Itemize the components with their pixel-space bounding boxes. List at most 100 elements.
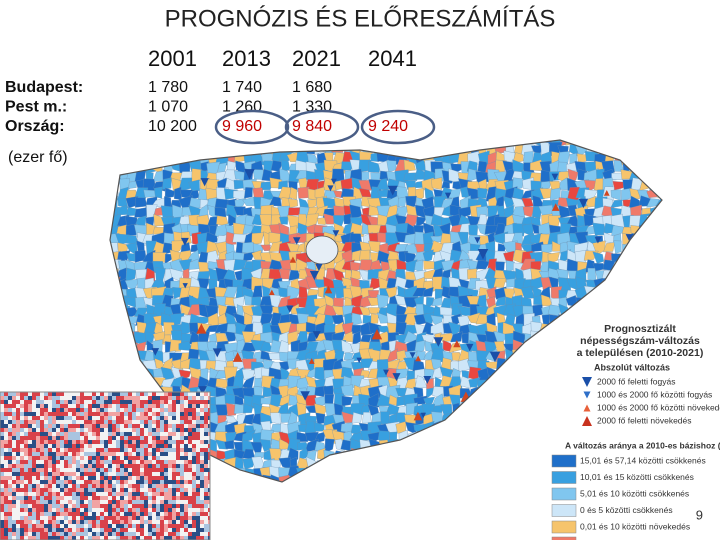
settlement [422,440,435,453]
inset-cell [40,424,44,428]
inset-cell [44,492,48,496]
inset-cell [84,440,88,444]
settlement [638,253,650,264]
inset-cell [136,488,140,492]
inset-cell [124,452,128,456]
settlement [125,366,140,381]
settlement [110,140,121,147]
inset-cell [140,436,144,440]
inset-cell [128,460,132,464]
inset-cell [60,512,64,516]
inset-cell [168,444,172,448]
inset-cell [80,464,84,468]
inset-cell [168,496,172,500]
inset-cell [56,408,60,412]
inset-cell [156,532,160,536]
inset-cell [104,440,108,444]
inset-cell [184,396,188,400]
settlement [359,447,374,463]
inset-cell [60,452,64,456]
inset-cell [124,512,128,516]
inset-cell [188,536,192,540]
inset-cell [36,444,40,448]
settlement [415,457,426,472]
inset-cell [192,532,196,536]
settlement [352,457,362,470]
settlement [539,386,552,400]
settlement [290,476,302,482]
inset-cell [92,452,96,456]
settlement [505,475,517,482]
inset-cell [36,504,40,508]
inset-cell [76,396,80,400]
settlement [377,475,390,482]
settlement [667,254,677,263]
inset-cell [80,440,84,444]
inset-cell [88,408,92,412]
inset-cell [32,392,36,396]
inset-cell [120,416,124,420]
settlement [603,242,616,253]
inset-cell [96,460,100,464]
inset-cell [136,440,140,444]
inset-cell [16,448,20,452]
inset-cell [8,432,12,436]
inset-cell [204,476,208,480]
settlement [423,476,436,482]
change-marker [198,386,207,395]
inset-cell [180,432,184,436]
settlement [134,140,149,146]
settlement [547,385,562,400]
legend-title: a településen (2010-2021) [577,347,704,359]
inset-cell [156,412,160,416]
settlement [548,357,561,369]
inset-cell [132,436,136,440]
inset-cell [72,508,76,512]
settlement [415,441,426,453]
change-marker [541,438,553,450]
inset-cell [0,524,4,528]
inset-cell [132,516,136,520]
inset-cell [156,524,160,528]
inset-cell [184,428,188,432]
inset-cell [92,520,96,524]
inset-cell [164,496,168,500]
inset-cell [56,524,60,528]
inset-cell [64,416,68,420]
page-number: 9 [696,507,703,522]
settlement [413,474,428,482]
inset-cell [80,412,84,416]
inset-cell [36,488,40,492]
settlement [475,140,491,146]
inset-cell [32,472,36,476]
inset-cell [128,392,132,396]
inset-cell [136,516,140,520]
inset-cell [96,452,100,456]
inset-cell [176,504,180,508]
inset-cell [52,396,56,400]
inset-cell [156,404,160,408]
inset-cell [84,516,88,520]
settlement [540,431,552,442]
inset-cell [116,468,120,472]
inset-cell [196,512,200,516]
inset-cell [152,492,156,496]
settlement [251,285,263,300]
settlement [647,304,662,317]
inset-cell [108,440,112,444]
settlement [656,249,662,262]
inset-cell [0,500,4,504]
inset-cell [144,500,148,504]
settlement [647,249,660,264]
inset-cell [164,420,168,424]
inset-cell [20,528,24,532]
settlement [622,268,635,283]
settlement [521,467,535,480]
inset-cell [8,516,12,520]
inset-cell [124,440,128,444]
settlement [333,297,344,308]
inset-cell [124,472,128,476]
inset-cell [188,428,192,432]
inset-cell [20,456,24,460]
settlement [620,286,634,297]
